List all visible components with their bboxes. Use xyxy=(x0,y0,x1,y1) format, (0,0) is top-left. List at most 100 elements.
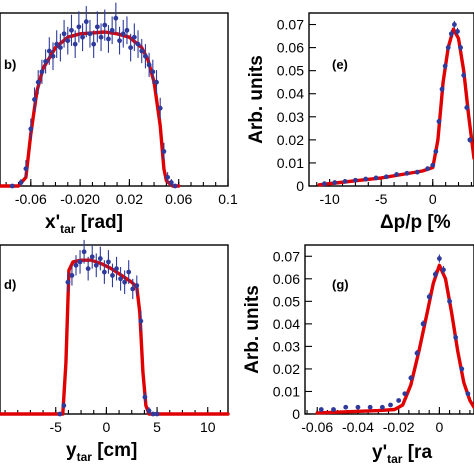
data-point xyxy=(102,22,108,28)
x-axis-label-main: y' xyxy=(372,442,387,463)
y-tick-label: 0.06 xyxy=(273,271,300,287)
data-point xyxy=(9,183,15,189)
data-point xyxy=(23,166,29,172)
x-tick-label: 0.1 xyxy=(218,191,238,207)
data-point xyxy=(120,31,126,37)
data-point xyxy=(138,318,144,324)
data-point xyxy=(425,166,430,172)
data-point xyxy=(46,48,52,54)
data-point xyxy=(101,269,107,275)
x-axis-label-unit: [cm] xyxy=(92,440,137,461)
data-point xyxy=(85,266,91,272)
x-tick-label: 0.06 xyxy=(165,191,192,207)
x-tick-label: 5 xyxy=(153,419,161,435)
plot-frame xyxy=(0,244,229,415)
data-point xyxy=(57,45,63,50)
data-point xyxy=(87,31,93,37)
data-point xyxy=(61,403,67,408)
y-axis-label: Arb. units xyxy=(242,285,263,374)
x-axis-label-main: x' xyxy=(45,212,60,233)
x-axis-label: Δp/p [% xyxy=(380,212,451,233)
y-tick-label: 0.04 xyxy=(277,86,304,102)
y-tick-label: 0 xyxy=(292,406,300,422)
x-axis-label-unit: [ra xyxy=(402,442,432,463)
data-point xyxy=(414,169,420,175)
y-tick-label: 0.03 xyxy=(277,109,304,125)
data-point xyxy=(373,175,379,181)
data-point xyxy=(43,59,48,64)
data-point xyxy=(383,174,389,180)
panel-label: (g) xyxy=(332,277,349,292)
data-point xyxy=(122,279,128,285)
data-point xyxy=(441,267,446,273)
data-point xyxy=(353,177,358,183)
data-point xyxy=(465,391,471,397)
data-point xyxy=(426,294,432,300)
data-point xyxy=(445,45,451,50)
x-axis-label: y'tar [ra xyxy=(372,442,432,466)
x-tick-label: -0.04 xyxy=(342,419,374,435)
x-axis-label: ytar [cm] xyxy=(66,440,137,464)
data-point xyxy=(81,249,87,255)
data-point xyxy=(57,411,63,417)
y-tick-label: 0.01 xyxy=(277,155,304,171)
data-point xyxy=(54,41,60,47)
data-point xyxy=(91,41,97,47)
data-point xyxy=(433,149,439,154)
data-point xyxy=(139,48,145,54)
panel-label: b) xyxy=(4,57,16,72)
x-tick-label: -5 xyxy=(50,419,63,435)
data-point xyxy=(114,266,119,272)
panel-label: d) xyxy=(4,277,16,292)
data-point xyxy=(464,105,470,110)
data-point xyxy=(130,286,136,292)
data-point xyxy=(131,34,137,40)
x-tick-label: 0.02 xyxy=(116,191,143,207)
x-tick-label: -0.06 xyxy=(15,191,47,207)
data-point xyxy=(168,180,174,185)
data-point xyxy=(452,22,457,27)
data-point xyxy=(65,279,71,285)
x-tick-label: 0 xyxy=(435,419,443,435)
data-point xyxy=(61,31,67,37)
data-point xyxy=(150,411,156,417)
data-point xyxy=(80,34,85,40)
y-tick-label: 0 xyxy=(296,178,304,194)
x-axis-label-sub: tar xyxy=(60,222,76,236)
plot-frame xyxy=(308,12,474,187)
data-point xyxy=(76,24,82,30)
data-point xyxy=(98,34,104,40)
data-point xyxy=(355,404,361,410)
y-tick-label: 0.05 xyxy=(277,63,304,79)
data-point xyxy=(157,105,163,111)
x-axis-label-main: Δp/p [% xyxy=(380,212,451,233)
y-tick-label: 0.05 xyxy=(273,293,300,309)
data-point xyxy=(322,181,327,187)
data-point xyxy=(414,350,420,356)
data-point xyxy=(432,271,438,277)
data-point xyxy=(69,27,74,33)
data-point xyxy=(18,180,24,185)
data-point xyxy=(106,36,111,42)
panel-d: -5 0 5 10 d) ytar [cm] xyxy=(0,239,230,464)
data-point xyxy=(143,53,148,59)
data-point xyxy=(117,38,122,44)
plot-frame xyxy=(304,244,474,415)
data-point xyxy=(453,334,459,340)
x-axis-label-sub: tar xyxy=(77,450,93,464)
x-tick-label: -5 xyxy=(375,191,388,207)
data-point xyxy=(154,411,160,417)
data-point xyxy=(467,137,473,143)
data-point xyxy=(455,29,460,34)
data-point xyxy=(50,53,56,59)
data-point xyxy=(331,407,336,412)
x-tick-label: 10 xyxy=(200,419,216,435)
y-tick-label: 0.01 xyxy=(273,383,300,399)
fit-curve xyxy=(0,30,181,188)
data-point xyxy=(394,172,400,177)
data-point xyxy=(172,183,178,189)
data-point xyxy=(110,273,115,278)
data-point xyxy=(332,180,338,185)
x-axis-label-sub: tar xyxy=(387,452,403,466)
data-point xyxy=(343,404,349,410)
